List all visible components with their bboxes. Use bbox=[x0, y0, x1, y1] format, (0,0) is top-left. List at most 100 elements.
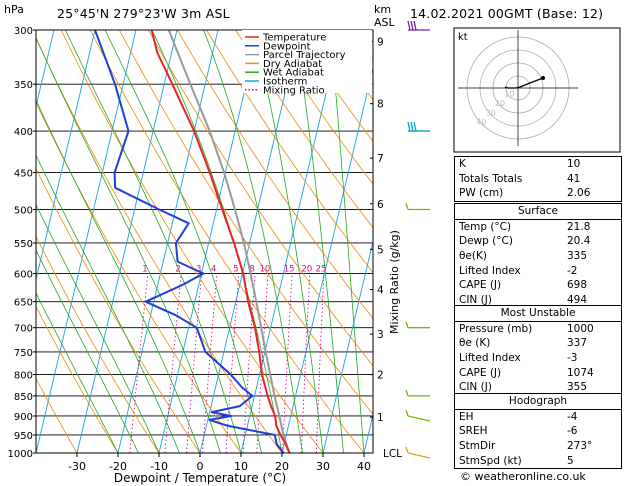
dry-adiabat bbox=[89, 30, 365, 453]
dry-adiabat bbox=[36, 101, 242, 453]
height-unit-label: km ASL bbox=[374, 3, 395, 29]
surface-label: CAPE (J) bbox=[459, 279, 502, 292]
axes: 3003504004505005506006507007508008509009… bbox=[8, 26, 403, 485]
pressure-tick-label: 600 bbox=[14, 270, 33, 281]
hodo-stat-label: EH bbox=[459, 410, 474, 423]
index-row: PW (cm) 2.06 bbox=[455, 186, 621, 201]
unstable-row: CIN (J) 355 bbox=[455, 380, 621, 395]
wet-adiabat bbox=[330, 30, 365, 453]
surface-value: 335 bbox=[567, 250, 588, 263]
dry-adiabat bbox=[36, 235, 160, 453]
km-tick-label: 4 bbox=[377, 285, 384, 297]
wet-adiabat bbox=[252, 30, 324, 453]
surface-row: CIN (J) 494 bbox=[455, 293, 621, 308]
wet-adiabat bbox=[36, 292, 119, 453]
mixing-ratio-label: 10 bbox=[260, 265, 271, 275]
surface-row: CAPE (J) 698 bbox=[455, 278, 621, 293]
dewpoint-line bbox=[94, 30, 285, 453]
index-label: PW (cm) bbox=[459, 187, 504, 200]
unstable-row: Lifted Index -3 bbox=[455, 351, 621, 366]
surface-value: 20.4 bbox=[567, 235, 591, 248]
dry-adiabat bbox=[36, 167, 201, 453]
credit-label: © weatheronline.co.uk bbox=[460, 470, 586, 483]
hodograph-ring-label: 30 bbox=[486, 108, 496, 117]
wind-barb bbox=[405, 321, 430, 329]
dry-adiabat bbox=[235, 30, 373, 229]
hodograph-frame bbox=[453, 27, 621, 153]
hodo-stat-row: StmSpd (kt) 5 bbox=[455, 454, 621, 469]
hodo-stat-value: 5 bbox=[567, 454, 574, 467]
unstable-row: θe (K) 337 bbox=[455, 336, 621, 351]
hodograph-unit-label: kt bbox=[458, 32, 468, 43]
wet-adiabat bbox=[36, 154, 180, 453]
dry-adiabat bbox=[60, 30, 324, 453]
wind-barb-flag bbox=[407, 20, 411, 31]
hodograph-ring-label: 20 bbox=[495, 99, 505, 108]
isotherm bbox=[76, 30, 178, 453]
pressure-tick-label: 1000 bbox=[8, 449, 33, 460]
location-label: 25°45'N 279°23'W 3m ASL bbox=[57, 6, 230, 21]
surface-row: Temp (°C) 21.8 bbox=[455, 218, 621, 235]
hodo-stat-value: -4 bbox=[567, 410, 578, 423]
hodo-stat-row: EH -4 bbox=[455, 408, 621, 425]
km-tick-label: 5 bbox=[377, 244, 384, 256]
temperature-tick-label: 0 bbox=[197, 460, 204, 473]
legend-label: Isotherm bbox=[263, 77, 307, 88]
wet-adiabat bbox=[36, 249, 139, 453]
hodo-stat-value: 273° bbox=[567, 440, 593, 453]
unstable-value: 337 bbox=[567, 337, 588, 350]
pressure-tick-label: 750 bbox=[14, 348, 33, 359]
legend-label: Dry Adiabat bbox=[263, 59, 322, 70]
isotherm bbox=[0, 30, 13, 453]
mixing-ratio-line bbox=[256, 273, 269, 453]
isotherm bbox=[240, 30, 342, 453]
surface-row: θe(K) 335 bbox=[455, 249, 621, 264]
pressure-unit-label: hPa bbox=[4, 3, 24, 16]
surface-table: Surface Temp (°C) 21.8 Dewp (°C) 20.4 θe(K) 33… bbox=[454, 203, 622, 309]
wet-adiabat bbox=[294, 30, 344, 453]
wind-barb-flag bbox=[410, 121, 414, 132]
wind-barb bbox=[405, 409, 431, 422]
wind-barb-flag bbox=[405, 446, 409, 454]
wind-barb bbox=[407, 121, 430, 132]
wind-barb-flag bbox=[405, 203, 409, 210]
index-value: 41 bbox=[567, 172, 581, 185]
index-value: 10 bbox=[567, 158, 581, 170]
wind-barb-flag bbox=[410, 20, 414, 31]
wind-barbs bbox=[405, 20, 431, 459]
hodo-stat-row: StmDir 273° bbox=[455, 439, 621, 454]
mixing-ratio-label: 2 bbox=[175, 265, 180, 275]
unstable-label: Pressure (mb) bbox=[459, 322, 533, 335]
hodo-stat-value: -6 bbox=[567, 425, 578, 438]
unstable-label: θe (K) bbox=[459, 337, 491, 350]
wind-barb-flag bbox=[405, 409, 409, 417]
most-unstable-table: Most Unstable Pressure (mb) 1000 θe (K) 337 L… bbox=[454, 305, 622, 397]
mixing-ratio-label: 5 bbox=[233, 265, 238, 275]
pressure-tick-label: 300 bbox=[14, 26, 33, 37]
mixing-ratio-line bbox=[315, 273, 325, 453]
wind-barb-flag bbox=[413, 121, 417, 132]
temperature-tick-label: 30 bbox=[316, 460, 330, 473]
unstable-title: Most Unstable bbox=[500, 307, 576, 319]
temperature-tick-label: 10 bbox=[234, 460, 248, 473]
indices-table: K 10 Totals Totals 41 PW (cm) 2.06 bbox=[454, 156, 622, 203]
temperature-tick-label: 40 bbox=[357, 460, 371, 473]
km-tick-label: 1 bbox=[377, 412, 384, 424]
mixing-ratio-line bbox=[282, 273, 293, 453]
wind-barb bbox=[407, 20, 430, 31]
mixing-ratio-label: 15 bbox=[284, 265, 295, 275]
mixing-ratio-label: 1 bbox=[142, 265, 147, 275]
temperature-tick-label: 20 bbox=[275, 460, 289, 473]
lcl-label: LCL bbox=[383, 448, 402, 460]
surface-row: Dewp (°C) 20.4 bbox=[455, 234, 621, 249]
isotherm bbox=[117, 30, 219, 453]
hodo-stat-title: Hodograph bbox=[508, 395, 568, 407]
hodograph-ring-label: 40 bbox=[476, 118, 486, 127]
index-value: 2.06 bbox=[567, 187, 591, 200]
pressure-tick-label: 400 bbox=[14, 127, 33, 138]
unstable-label: CIN (J) bbox=[459, 381, 492, 394]
mixing-ratio-axis-title: Mixing Ratio (g/kg) bbox=[388, 230, 401, 334]
mixing-ratio-line bbox=[129, 273, 149, 453]
surface-value: 21.8 bbox=[567, 220, 591, 233]
legend-label: Mixing Ratio bbox=[263, 85, 325, 96]
